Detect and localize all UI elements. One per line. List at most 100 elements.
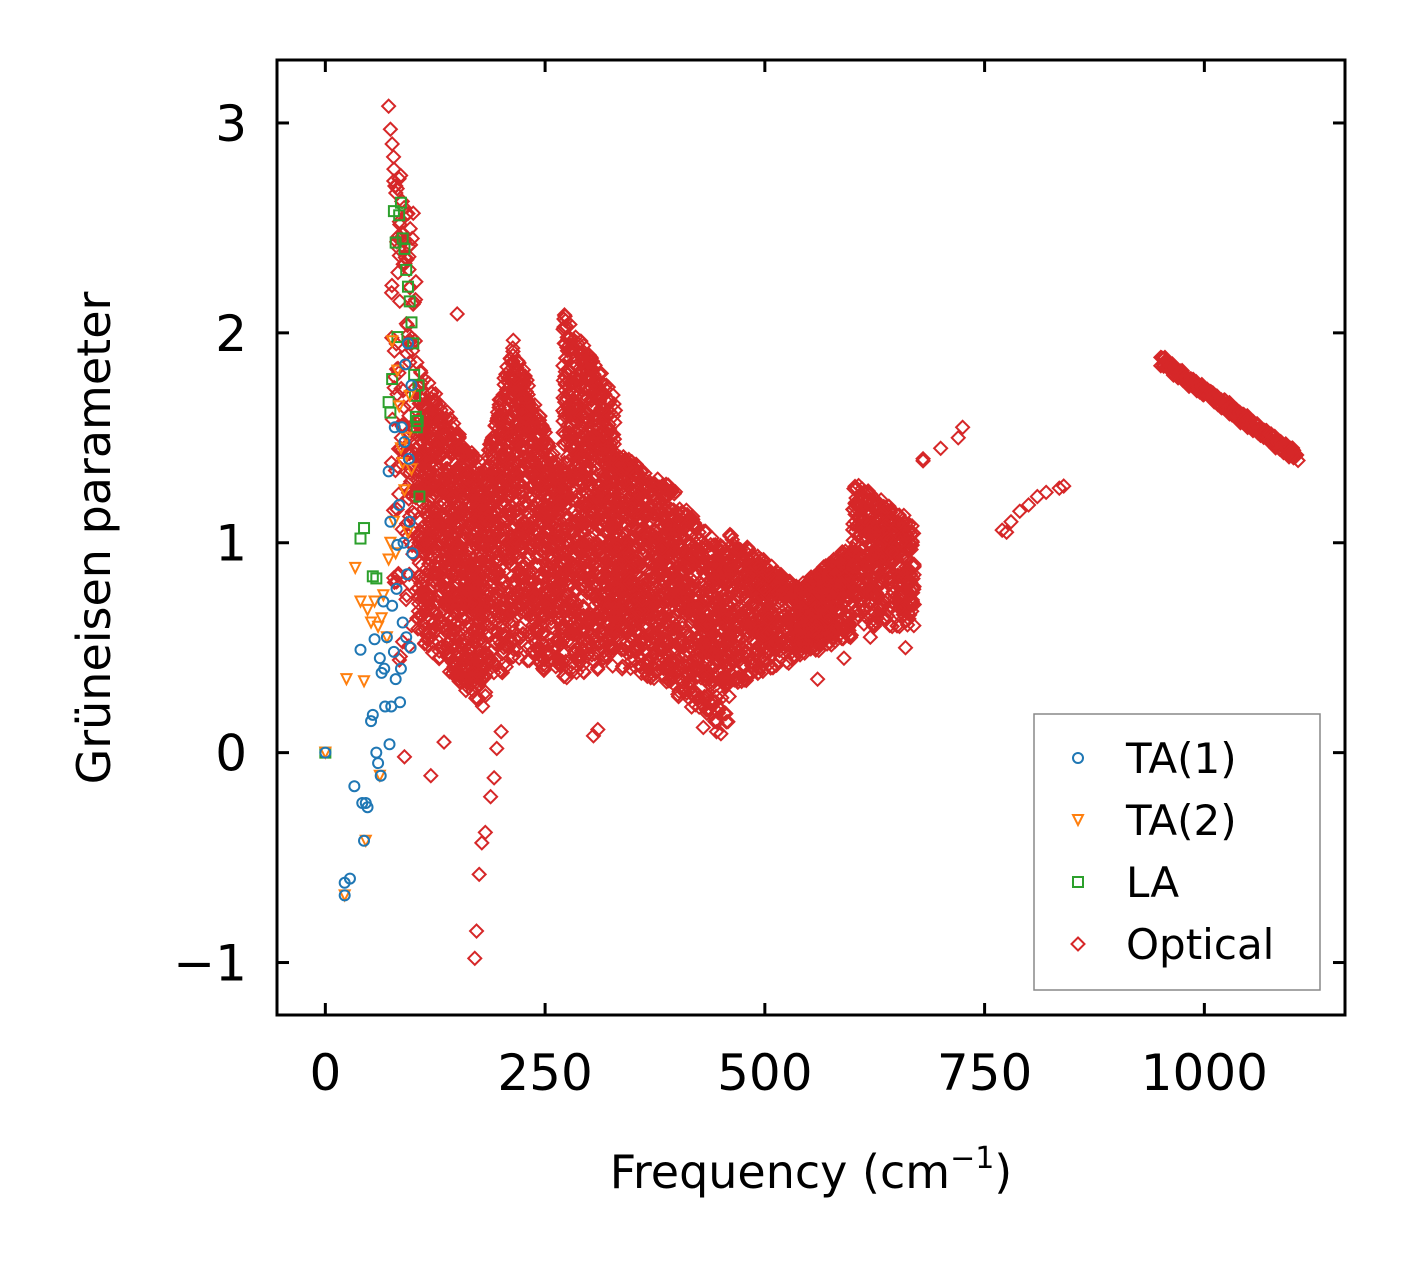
point-optical [447, 428, 464, 445]
point-optical [640, 654, 656, 671]
point-optical [572, 535, 589, 551]
point-optical [410, 478, 427, 495]
point-optical [541, 438, 557, 455]
point-optical [505, 332, 522, 349]
point-optical [506, 425, 523, 442]
point-optical [487, 561, 504, 578]
point-optical [416, 592, 433, 609]
point-optical [608, 607, 625, 624]
point-optical [512, 387, 529, 403]
point-optical [515, 567, 532, 583]
point-optical [616, 590, 633, 607]
point-optical [586, 417, 603, 434]
point-optical [578, 543, 595, 560]
point-optical [601, 403, 618, 420]
point-optical [595, 466, 612, 483]
point-optical [571, 539, 588, 556]
point-optical [582, 624, 599, 641]
point-optical [556, 546, 573, 563]
point-optical [498, 658, 515, 675]
point-optical [431, 420, 448, 437]
point-optical [578, 362, 595, 378]
point-optical [484, 448, 501, 465]
point-optical [535, 496, 552, 513]
point-optical [648, 664, 665, 681]
point-optical [607, 474, 624, 491]
point-optical [459, 565, 476, 582]
point-optical [489, 492, 506, 509]
point-optical [463, 444, 480, 461]
point-optical [561, 362, 577, 378]
point-optical [630, 591, 647, 608]
point-optical [559, 633, 576, 650]
point-optical [634, 630, 651, 647]
point-optical [654, 540, 670, 556]
point-optical [432, 498, 448, 515]
point-optical [524, 476, 541, 493]
point-optical [489, 589, 506, 606]
point-optical [384, 277, 400, 294]
point-optical [591, 387, 607, 404]
point-optical [555, 554, 571, 571]
point-optical [558, 389, 575, 406]
point-optical [536, 598, 553, 615]
point-optical [429, 511, 446, 528]
point-optical [445, 530, 462, 546]
point-optical [457, 572, 473, 589]
point-optical [485, 540, 502, 556]
point-optical [586, 428, 603, 445]
point-optical [495, 448, 511, 464]
point-optical [410, 528, 427, 545]
point-optical [477, 627, 494, 643]
point-optical [557, 375, 574, 392]
point-optical [604, 658, 621, 674]
point-optical [497, 638, 514, 655]
point-optical [623, 518, 640, 535]
point-optical [461, 557, 477, 574]
point-optical [595, 485, 612, 502]
point-optical [485, 561, 502, 578]
point-optical [507, 502, 524, 519]
point-optical [445, 609, 462, 626]
point-optical [515, 418, 532, 435]
point-optical [564, 385, 581, 402]
point-optical [426, 458, 443, 474]
point-optical [683, 559, 700, 576]
point-optical [506, 370, 523, 386]
point-optical [519, 505, 536, 522]
point-optical [431, 649, 448, 666]
point-optical [620, 451, 637, 468]
point-optical [444, 595, 461, 611]
point-optical [558, 484, 575, 501]
point-optical [439, 442, 455, 458]
point-optical [650, 610, 667, 627]
point-optical [494, 478, 511, 495]
point-optical [600, 407, 617, 424]
point-optical [458, 651, 474, 668]
point-optical [523, 606, 540, 623]
point-optical [456, 596, 473, 612]
point-optical [438, 624, 455, 640]
point-optical [389, 180, 406, 197]
point-optical [589, 661, 606, 678]
point-optical [554, 535, 571, 552]
point-optical [412, 567, 429, 584]
point-optical [506, 483, 523, 500]
point-optical [625, 496, 642, 513]
point-optical [460, 569, 477, 586]
point-optical [452, 548, 469, 565]
point-optical [583, 461, 599, 478]
point-optical [626, 486, 642, 502]
point-optical [563, 416, 580, 433]
point-optical [493, 531, 510, 547]
point-optical [598, 377, 615, 394]
point-optical [494, 664, 511, 681]
point-optical [495, 422, 511, 439]
point-optical [590, 448, 606, 465]
point-optical [445, 661, 462, 678]
point-optical [594, 375, 610, 391]
point-optical [559, 329, 576, 346]
point-optical [457, 581, 474, 598]
point-optical [421, 563, 438, 580]
point-optical [527, 634, 543, 651]
